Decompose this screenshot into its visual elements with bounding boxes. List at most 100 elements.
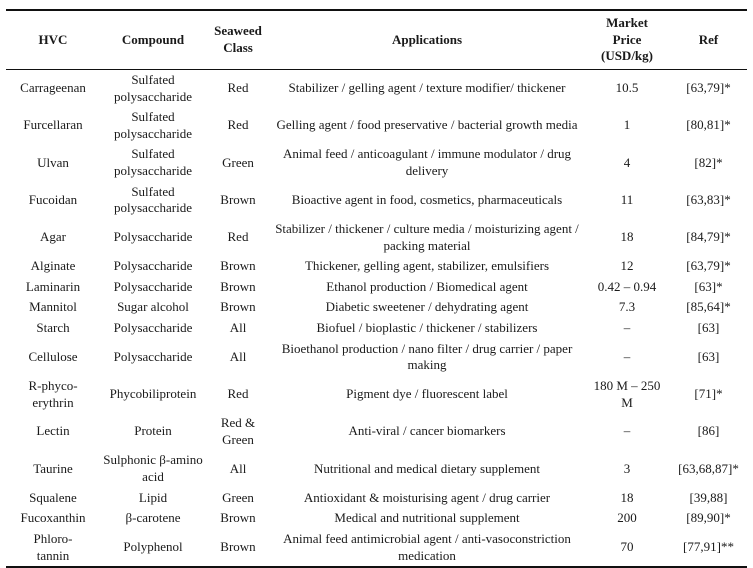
cell-hvc: Phloro- tannin <box>33 530 73 563</box>
cell-hvc: Furcellaran <box>23 117 83 133</box>
cell-market-price: 3 <box>623 460 631 476</box>
cell-market-price: 1 <box>623 117 631 133</box>
cell-ref: [63] <box>697 348 720 364</box>
cell-applications: Animal feed / anticoagulant / immune mod… <box>282 146 572 178</box>
cell-compound: Polysaccharide <box>113 278 193 294</box>
cell-applications: Nutritional and medical dietary suppleme… <box>314 460 540 476</box>
cell-seaweed-class: Red & Green <box>220 415 256 447</box>
cell-seaweed-class: Brown <box>220 299 256 315</box>
table-row: Carrageenan Sulfated polysaccharide Red … <box>6 69 747 107</box>
cell-compound: Polyphenol <box>123 539 183 555</box>
col-header-ref: Ref <box>698 31 719 47</box>
cell-ref: [84,79]* <box>686 229 731 245</box>
cell-hvc: Laminarin <box>25 278 81 294</box>
cell-compound: Sulphonic β-amino acid <box>103 452 203 484</box>
cell-seaweed-class: Brown <box>220 539 256 555</box>
cell-applications: Bioactive agent in food, cosmetics, phar… <box>291 191 563 207</box>
table-row: Starch Polysaccharide All Biofuel / biop… <box>6 318 747 339</box>
cell-ref: [63,83]* <box>686 191 731 207</box>
paper-page: HVC Compound Seaweed Class Applications … <box>6 9 747 568</box>
table-row: R-phyco- erythrin Phycobiliprotein Red P… <box>6 376 747 413</box>
cell-ref: [89,90]* <box>686 510 731 526</box>
cell-ref: [77,91]** <box>683 539 734 555</box>
cell-compound: Phycobiliprotein <box>109 386 197 402</box>
cell-hvc: Agar <box>40 229 66 245</box>
cell-compound: β-carotene <box>125 510 181 526</box>
table-row: Agar Polysaccharide Red Stabilizer / thi… <box>6 219 747 256</box>
cell-applications: Gelling agent / food preservative / bact… <box>276 117 578 133</box>
cell-compound: Sulfated polysaccharide <box>114 183 192 216</box>
cell-market-price: 11 <box>620 191 634 207</box>
cell-applications: Thickener, gelling agent, stabilizer, em… <box>304 258 550 274</box>
cell-seaweed-class: Red <box>227 386 249 402</box>
table-row: Cellulose Polysaccharide All Bioethanol … <box>6 339 747 376</box>
cell-hvc: Carrageenan <box>20 80 86 96</box>
cell-market-price: 12 <box>620 258 634 274</box>
cell-seaweed-class: Red <box>227 117 249 133</box>
cell-compound: Sugar alcohol <box>117 299 189 315</box>
cell-ref: [82]* <box>694 154 723 170</box>
cell-seaweed-class: All <box>229 460 247 476</box>
col-header-hvc: HVC <box>38 31 68 47</box>
cell-hvc: Alginate <box>30 258 76 274</box>
table-row: Fucoxanthin β-carotene Brown Medical and… <box>6 508 747 529</box>
col-header-applications: Applications <box>391 31 463 47</box>
cell-market-price: 4 <box>623 154 631 170</box>
col-header-seaweed-class: Seaweed Class <box>214 23 262 55</box>
cell-hvc: Ulvan <box>37 154 69 170</box>
cell-seaweed-class: All <box>229 320 247 335</box>
cell-market-price: – <box>623 320 631 335</box>
cell-seaweed-class: Brown <box>220 278 256 294</box>
cell-compound: Sulfated polysaccharide <box>114 146 192 178</box>
cell-compound: Polysaccharide <box>113 229 193 245</box>
cell-applications: Diabetic sweetener / dehydrating agent <box>325 299 529 315</box>
cell-seaweed-class: Red <box>227 80 249 96</box>
cell-hvc: Squalene <box>29 489 77 505</box>
cell-applications: Antioxidant & moisturising agent / drug … <box>303 489 551 505</box>
cell-market-price: 10.5 <box>615 80 639 96</box>
cell-ref: [63,79]* <box>686 80 731 96</box>
table-row: Laminarin Polysaccharide Brown Ethanol p… <box>6 277 747 298</box>
hvc-compounds-table: HVC Compound Seaweed Class Applications … <box>6 9 747 568</box>
cell-ref: [39,88] <box>689 489 728 505</box>
table-header: HVC Compound Seaweed Class Applications … <box>6 10 747 70</box>
cell-ref: [63]* <box>694 278 723 294</box>
table-row: Ulvan Sulfated polysaccharide Green Anim… <box>6 144 747 181</box>
cell-compound: Sulfated polysaccharide <box>114 71 192 104</box>
cell-market-price: 70 <box>620 539 634 555</box>
cell-ref: [80,81]* <box>686 117 731 133</box>
col-header-compound: Compound <box>121 31 185 47</box>
cell-hvc: Mannitol <box>29 299 77 315</box>
cell-applications: Animal feed antimicrobial agent / anti-v… <box>283 530 571 563</box>
table-row: Mannitol Sugar alcohol Brown Diabetic sw… <box>6 297 747 318</box>
cell-hvc: Lectin <box>36 423 70 439</box>
cell-applications: Pigment dye / fluorescent label <box>346 386 508 402</box>
cell-hvc: R-phyco- erythrin <box>28 377 78 410</box>
cell-seaweed-class: All <box>229 348 247 364</box>
cell-seaweed-class: Brown <box>220 258 256 274</box>
cell-seaweed-class: Green <box>222 154 254 170</box>
cell-hvc: Taurine <box>33 460 73 476</box>
table-row: Furcellaran Sulfated polysaccharide Red … <box>6 107 747 144</box>
cell-market-price: – <box>623 348 631 364</box>
cell-market-price: 18 <box>620 229 634 245</box>
cell-ref: [63] <box>697 320 720 335</box>
cell-hvc: Fucoidan <box>28 191 78 207</box>
table-row: Lectin Protein Red & Green Anti-viral / … <box>6 413 747 450</box>
cell-ref: [86] <box>697 423 720 439</box>
table-row: Taurine Sulphonic β-amino acid All Nutri… <box>6 450 747 487</box>
cell-ref: [63,79]* <box>686 258 731 274</box>
table-row: Fucoidan Sulfated polysaccharide Brown B… <box>6 182 747 219</box>
cell-seaweed-class: Brown <box>220 191 256 207</box>
cell-compound: Polysaccharide <box>113 348 193 364</box>
cell-compound: Lipid <box>138 489 168 505</box>
cell-applications: Ethanol production / Biomedical agent <box>326 278 528 294</box>
header-row: HVC Compound Seaweed Class Applications … <box>6 10 747 70</box>
cell-compound: Polysaccharide <box>113 320 193 335</box>
cell-market-price: 7.3 <box>618 299 636 315</box>
cell-compound: Sulfated polysaccharide <box>114 109 192 141</box>
cell-ref: [63,68,87]* <box>678 460 739 476</box>
cell-market-price: 200 <box>617 510 637 526</box>
cell-hvc: Fucoxanthin <box>20 510 86 526</box>
table-body: Carrageenan Sulfated polysaccharide Red … <box>6 69 747 567</box>
